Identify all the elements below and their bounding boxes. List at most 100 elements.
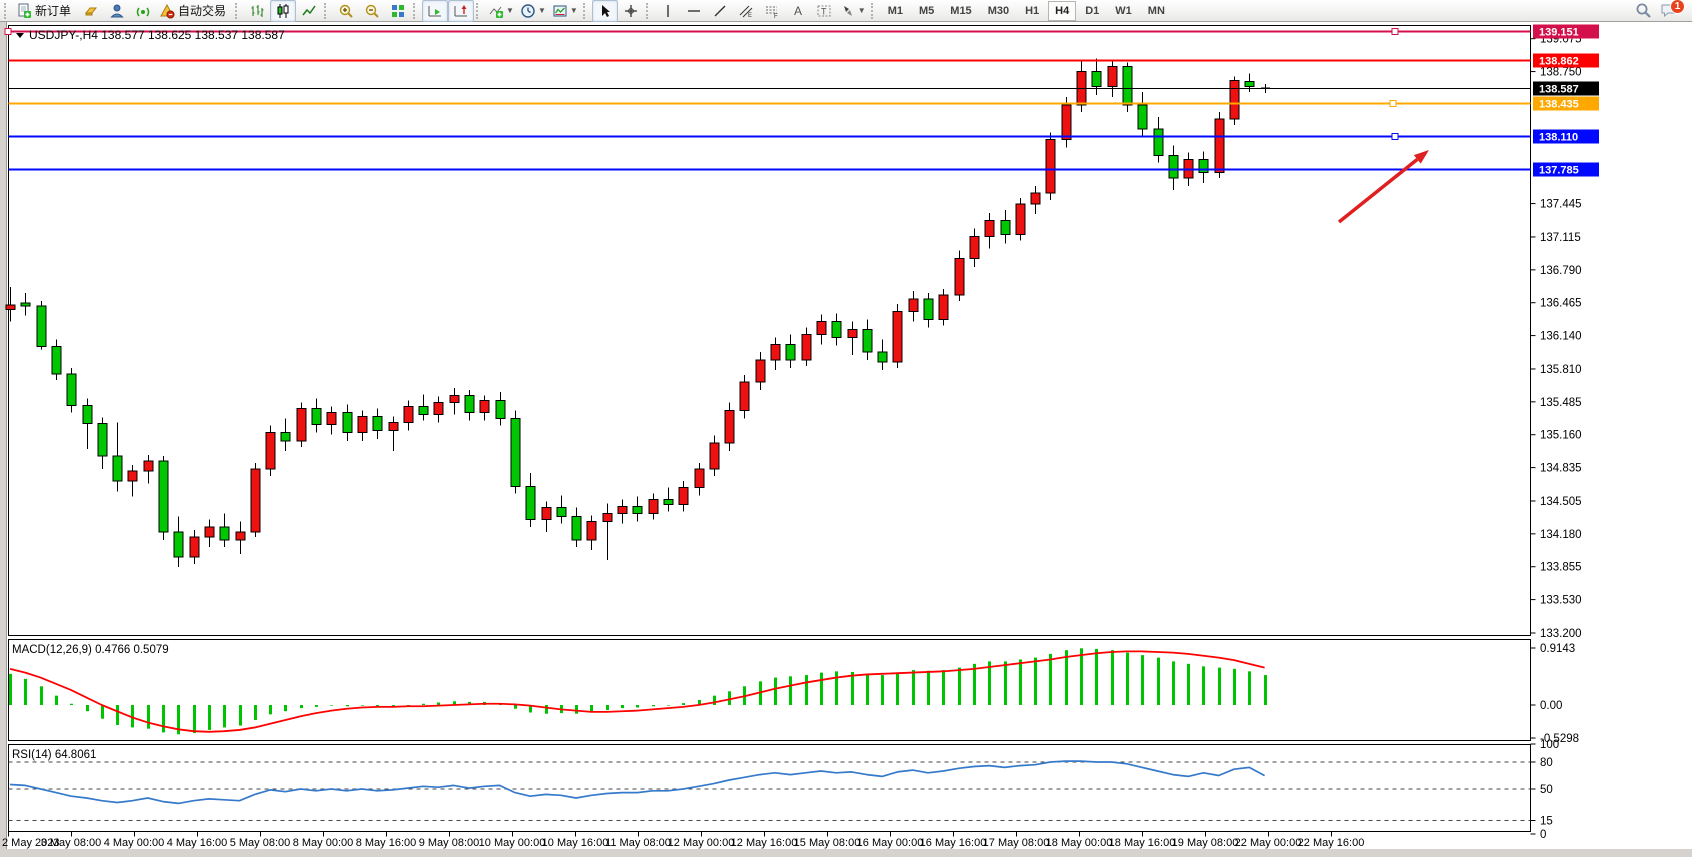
cursor-tool-button[interactable]	[591, 0, 618, 22]
profile-button[interactable]	[104, 0, 130, 22]
candle-body	[82, 404, 93, 425]
timeframe-mn[interactable]: MN	[1147, 4, 1165, 17]
candle-body	[739, 381, 750, 411]
candle-body	[219, 526, 230, 541]
svg-text:138.435: 138.435	[1539, 99, 1579, 111]
line-handle[interactable]	[4, 28, 12, 35]
svg-text:F: F	[774, 14, 778, 19]
bar-chart-mode-button[interactable]	[244, 0, 270, 22]
text-label-icon: T	[817, 5, 831, 16]
svg-text:134.505: 134.505	[1540, 496, 1582, 508]
svg-text:22 May 16:00: 22 May 16:00	[1298, 837, 1365, 849]
candle-body	[1122, 66, 1133, 106]
svg-text:136.140: 136.140	[1540, 331, 1582, 343]
text-label-tool-button[interactable]: T	[811, 0, 837, 22]
zoom-in-icon	[339, 4, 353, 18]
candle-body	[648, 498, 659, 515]
svg-text:8 May 16:00: 8 May 16:00	[356, 837, 417, 849]
timeframe-h4[interactable]: H4	[1048, 0, 1077, 21]
candle-body	[785, 344, 796, 361]
candle-body	[510, 418, 521, 487]
svg-text:137.445: 137.445	[1540, 199, 1582, 211]
candle-body	[433, 401, 444, 415]
trendline-icon	[714, 5, 726, 16]
candle-body	[1015, 203, 1026, 235]
candle-body	[801, 334, 812, 361]
candlestick-icon	[277, 3, 289, 18]
svg-text:135.485: 135.485	[1540, 397, 1582, 409]
chart-shift-button[interactable]	[448, 0, 475, 22]
candle-body	[1229, 80, 1240, 120]
svg-text:15 May 08:00: 15 May 08:00	[794, 837, 861, 849]
crosshair-tool-button[interactable]	[618, 0, 644, 22]
arrows-tool-button[interactable]: ▼	[837, 0, 869, 22]
candlestick-mode-button[interactable]	[270, 0, 297, 22]
main-toolbar: 新订单 自动交易	[0, 0, 1692, 22]
new-order-button[interactable]: 新订单	[13, 0, 78, 22]
candle-body	[127, 470, 138, 482]
candle-body	[923, 298, 934, 320]
signal-button[interactable]	[130, 0, 156, 22]
current-price-badge	[1533, 81, 1599, 96]
candle-body	[709, 442, 720, 470]
candle-body	[831, 320, 842, 339]
market-watch-button[interactable]	[78, 0, 104, 22]
auto-trading-button[interactable]: 自动交易	[156, 0, 233, 22]
notification-badge: 1	[1670, 0, 1685, 14]
zoom-in-button[interactable]	[333, 0, 359, 22]
candle-body	[235, 531, 246, 541]
candle-body	[112, 455, 123, 482]
symbol-dropdown-icon[interactable]	[16, 33, 24, 38]
candle-body	[770, 344, 781, 361]
svg-text:4 May 16:00: 4 May 16:00	[167, 837, 228, 849]
notifications-button[interactable]: 1	[1660, 0, 1685, 20]
price-line-badge	[1533, 53, 1599, 68]
macd-signal-line	[9, 650, 1265, 733]
fibonacci-tool-button[interactable]: F	[759, 0, 785, 22]
periods-button[interactable]: ▼	[517, 0, 549, 22]
arrow-annotation[interactable]	[1337, 150, 1429, 224]
line-chart-mode-button[interactable]	[296, 0, 322, 22]
candle-body	[1107, 66, 1118, 88]
timeframe-d1[interactable]: D1	[1085, 4, 1100, 17]
candle-body	[372, 416, 383, 432]
line-handle[interactable]	[1389, 100, 1397, 107]
timeframe-m5[interactable]: M5	[919, 4, 935, 17]
timeframe-h1[interactable]: H1	[1025, 4, 1040, 17]
auto-scroll-button[interactable]	[422, 0, 449, 22]
text-tool-button[interactable]: A	[785, 0, 811, 22]
trendline-tool-button[interactable]	[707, 0, 733, 22]
tile-windows-button[interactable]	[385, 0, 411, 22]
svg-text:19 May 08:00: 19 May 08:00	[1172, 837, 1239, 849]
candle-body	[158, 460, 169, 533]
candle-body	[571, 516, 582, 541]
candle-body	[143, 460, 154, 472]
zoom-out-button[interactable]	[359, 0, 385, 22]
search-icon[interactable]	[1635, 2, 1652, 19]
timeframe-m1[interactable]: M1	[887, 4, 903, 17]
channel-tool-button[interactable]: E	[733, 0, 759, 22]
candles-layer	[5, 58, 1270, 568]
candle-body	[1137, 104, 1148, 130]
templates-button[interactable]: ▼	[549, 0, 581, 22]
candle-body	[984, 219, 995, 237]
candle-body	[892, 310, 903, 363]
status-strip	[0, 849, 1692, 857]
timeframe-m30[interactable]: M30	[987, 4, 1010, 17]
svg-text:12 May 00:00: 12 May 00:00	[668, 837, 735, 849]
timeframe-w1[interactable]: W1	[1115, 4, 1132, 17]
line-handle[interactable]	[1391, 133, 1399, 140]
auto-scroll-icon	[428, 5, 442, 16]
candle-body	[602, 513, 613, 523]
svg-text:22 May 00:00: 22 May 00:00	[1235, 837, 1302, 849]
vertical-line-tool-button[interactable]	[655, 0, 681, 22]
svg-text:133.200: 133.200	[1540, 628, 1582, 640]
timeframe-m15[interactable]: M15	[950, 4, 972, 17]
signal-icon	[136, 7, 150, 16]
line-handle[interactable]	[1391, 28, 1399, 35]
svg-text:3 May 08:00: 3 May 08:00	[41, 837, 102, 849]
horizontal-line-tool-button[interactable]	[681, 0, 707, 22]
indicators-button[interactable]: ▼	[485, 0, 517, 22]
toolbar-right-cluster: 1	[1635, 0, 1690, 20]
